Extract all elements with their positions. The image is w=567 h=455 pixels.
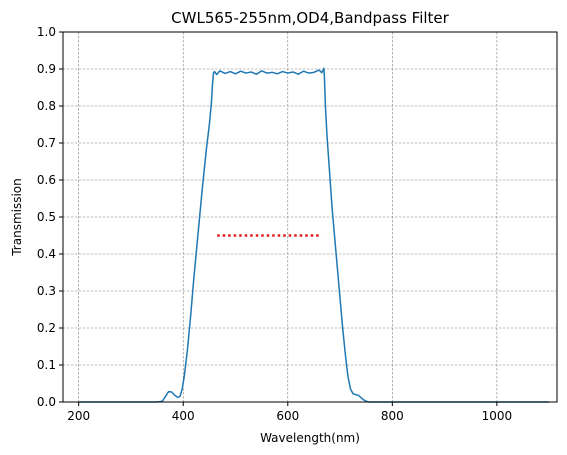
y-tick-label: 0.9 [37, 62, 56, 76]
x-tick-label: 1000 [482, 409, 513, 423]
y-tick-label: 0.3 [37, 284, 56, 298]
y-tick-label: 0.0 [37, 395, 56, 409]
y-axis-label: Transmission [10, 178, 24, 257]
transmission-curve [78, 67, 550, 403]
x-tick-label: 400 [172, 409, 195, 423]
x-tick-label: 200 [67, 409, 90, 423]
y-tick-label: 0.4 [37, 247, 56, 261]
ticks: 200 400 600 800 1000 0.0 0.1 0.2 0.3 0.4 0.5 0.6 0.7… [37, 25, 512, 423]
y-tick-label: 0.6 [37, 173, 56, 187]
y-tick-label: 1.0 [37, 25, 56, 39]
chart-title: CWL565-255nm,OD4,Bandpass Filter [171, 9, 449, 27]
y-tick-label: 0.2 [37, 321, 56, 335]
y-tick-label: 0.8 [37, 99, 56, 113]
y-tick-label: 0.5 [37, 210, 56, 224]
x-axis-label: Wavelength(nm) [260, 431, 360, 445]
x-tick-label: 600 [276, 409, 299, 423]
y-tick-label: 0.7 [37, 136, 56, 150]
series-layer [78, 67, 550, 403]
y-tick-label: 0.1 [37, 358, 56, 372]
x-tick-label: 800 [381, 409, 404, 423]
